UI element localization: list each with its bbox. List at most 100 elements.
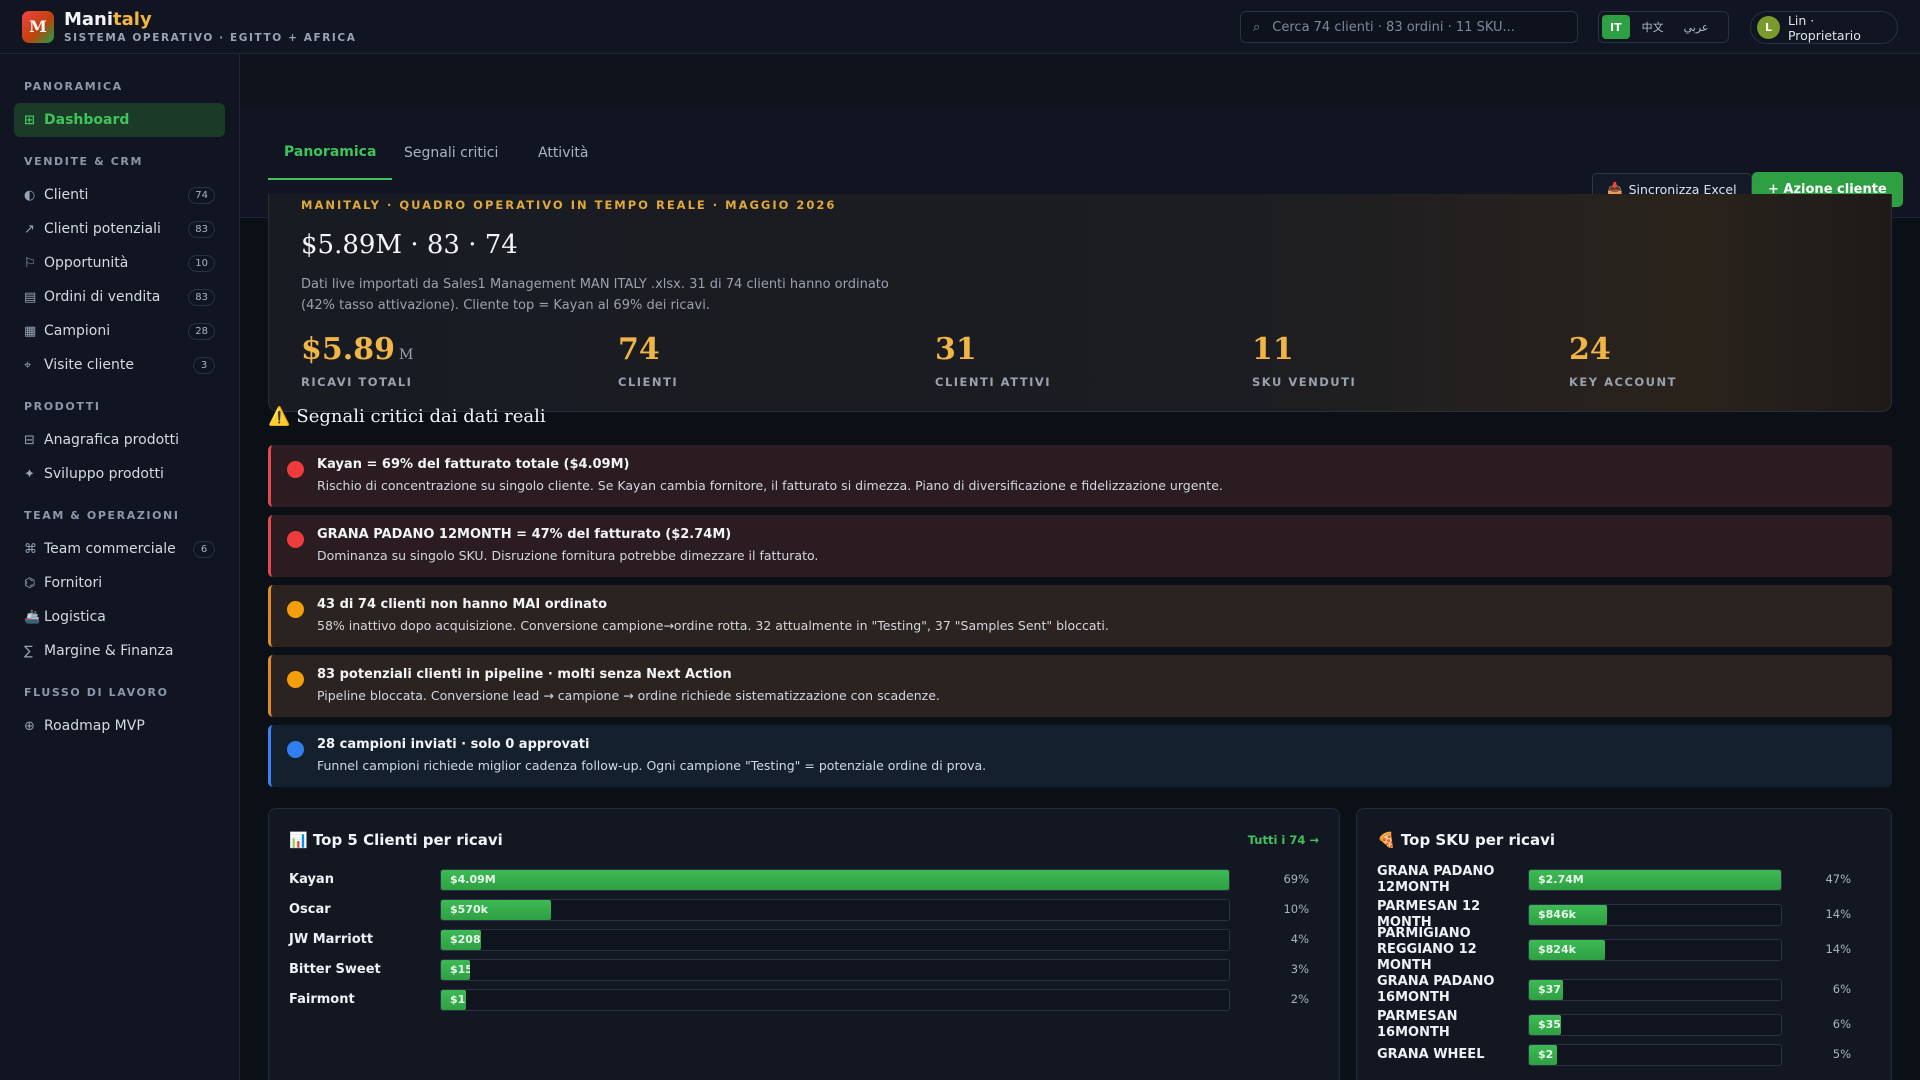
brand-name-accent: taly: [113, 8, 152, 30]
sidebar-item-label: Clienti potenziali: [44, 221, 161, 237]
bar-fill: $4.09M: [441, 870, 1229, 890]
bar-row-label: PARMESAN 16MONTH: [1377, 1009, 1458, 1040]
tab-attivit-[interactable]: Attività: [538, 145, 589, 161]
sidebar-item-anagrafica-prodotti[interactable]: ⊟ Anagrafica prodotti: [14, 423, 225, 457]
pizza-icon: 🍕: [1377, 831, 1396, 849]
sidebar-item-campioni[interactable]: ▦ Campioni 28: [14, 314, 225, 348]
kpi-card: $5.89 M RICAVI TOTALI: [301, 332, 618, 389]
sidebar-item-fornitori[interactable]: ⌬ Fornitori: [14, 566, 225, 600]
count-badge: 6: [193, 540, 215, 558]
language-option[interactable]: عربي: [1683, 20, 1709, 34]
hero-description: Dati live importati da Sales1 Management…: [301, 277, 889, 313]
sparkle-icon: ✦: [24, 466, 35, 482]
sidebar-item-label: Clienti: [44, 187, 89, 203]
count-badge: 3: [193, 356, 215, 374]
bar-fill: $15: [441, 960, 471, 980]
hero-title: $5.89M · 83 · 74: [301, 230, 518, 260]
kpi-label: RICAVI TOTALI: [301, 375, 413, 389]
all-clients-link[interactable]: Tutti i 74 →: [1247, 833, 1319, 847]
sync-excel-label: Sincronizza Excel: [1628, 181, 1737, 197]
language-option[interactable]: IT: [1602, 15, 1630, 39]
kpi-card: 74 CLIENTI: [618, 332, 935, 389]
signal-card[interactable]: 43 di 74 clienti non hanno MAI ordinato 5…: [268, 585, 1892, 647]
search-input[interactable]: ⌕ Cerca 74 clienti · 83 ordini · 11 SKU.…: [1240, 11, 1578, 43]
signal-card[interactable]: Kayan = 69% del fatturato totale ($4.09M…: [268, 445, 1892, 507]
bar-track: $2.74M: [1528, 869, 1782, 891]
signals-heading: ⚠️ Segnali critici dai dati reali: [268, 406, 546, 427]
sidebar-item-label: Campioni: [44, 323, 111, 339]
sidebar-section: PANORAMICA ⊞ Dashboard: [0, 80, 239, 137]
kpi-value: $5.89 M: [301, 332, 618, 367]
user-menu[interactable]: L Lin · Proprietario: [1750, 11, 1898, 44]
signal-description: Rischio di concentrazione su singolo cli…: [317, 478, 1223, 493]
kpi-number: 74: [618, 332, 660, 367]
sidebar-item-opportunit-[interactable]: ⚐ Opportunità 10: [14, 246, 225, 280]
sigma-icon: ∑: [24, 643, 33, 659]
signal-card[interactable]: 28 campioni inviati · solo 0 approvati Fu…: [268, 725, 1892, 787]
signal-description: Funnel campioni richiede miglior cadenza…: [317, 758, 987, 773]
sidebar-item-sviluppo-prodotti[interactable]: ✦ Sviluppo prodotti: [14, 457, 225, 491]
top-sku-panel: 🍕 Top SKU per ricavi GRANA PADANO 12MONT…: [1356, 808, 1892, 1080]
bar-percentage: 2%: [1290, 992, 1309, 1006]
logo[interactable]: M: [22, 10, 54, 43]
bar-track: $824k: [1528, 939, 1782, 961]
tab-panoramica[interactable]: Panoramica: [268, 126, 393, 180]
flag-icon: ⚐: [24, 255, 36, 271]
sidebar-item-roadmap-mvp[interactable]: ⊕ Roadmap MVP: [14, 709, 225, 743]
top-clients-title-text: Top 5 Clienti per ricavi: [312, 831, 503, 849]
sidebar-item-ordini-di-vendita[interactable]: ▤ Ordini di vendita 83: [14, 280, 225, 314]
signal-description: Pipeline bloccata. Conversione lead → ca…: [317, 688, 940, 703]
signal-card[interactable]: GRANA PADANO 12MONTH = 47% del fatturato…: [268, 515, 1892, 577]
kpi-unit: M: [398, 347, 414, 363]
ship-icon: 🚢: [24, 609, 41, 625]
kpi-card: 31 CLIENTI ATTIVI: [935, 332, 1252, 389]
status-dot-icon: [287, 461, 304, 478]
sidebar-section: TEAM & OPERAZIONI ⌘ Team commerciale 6 ⌬ Forn…: [0, 509, 239, 668]
sidebar-item-label: Margine & Finanza: [44, 643, 174, 659]
sidebar-item-visite-cliente[interactable]: ⌖ Visite cliente 3: [14, 348, 225, 382]
kpi-value: 31: [935, 332, 1252, 367]
bar-percentage: 69%: [1283, 872, 1309, 886]
grid-icon: ⊞: [24, 112, 35, 128]
sidebar-item-label: Team commerciale: [44, 541, 176, 557]
status-dot-icon: [287, 601, 304, 618]
bar-fill: $1: [441, 990, 467, 1010]
brand-subtitle: SISTEMA OPERATIVO · EGITTO + AFRICA: [64, 31, 357, 44]
language-option[interactable]: 中文: [1641, 21, 1664, 34]
sidebar-item-label: Ordini di vendita: [44, 289, 161, 305]
language-switcher: IT 中文 عربي: [1598, 11, 1729, 43]
count-badge: 74: [188, 186, 215, 204]
bar-track: $846k: [1528, 904, 1782, 926]
kpi-label: KEY ACCOUNT: [1569, 375, 1677, 389]
sidebar-item-label: Fornitori: [44, 575, 103, 591]
sidebar-item-logistica[interactable]: 🚢 Logistica: [14, 600, 225, 634]
sidebar-section: PRODOTTI ⊟ Anagrafica prodotti ✦ Sviluppo pr…: [0, 400, 239, 491]
signal-card[interactable]: 83 potenziali clienti in pipeline · molt…: [268, 655, 1892, 717]
bar-row-label: Kayan: [289, 872, 334, 887]
bar-percentage: 14%: [1825, 942, 1851, 956]
kpi-number: 11: [1252, 332, 1294, 367]
kpi-card: 24 KEY ACCOUNT: [1569, 332, 1886, 389]
samples-icon: ▦: [24, 323, 37, 339]
tab-segnali-critici[interactable]: Segnali critici: [404, 145, 499, 161]
sidebar-section-title: PRODOTTI: [24, 400, 101, 413]
sidebar-item-team-commerciale[interactable]: ⌘ Team commerciale 6: [14, 532, 225, 566]
sidebar-item-clienti[interactable]: ◐ Clienti 74: [14, 178, 225, 212]
bar-track: $4.09M: [440, 869, 1230, 891]
bar-row-label: JW Marriott: [289, 932, 374, 947]
kpi-value: 11: [1252, 332, 1569, 367]
bar-fill: $35: [1529, 1015, 1562, 1035]
sidebar-item-dashboard[interactable]: ⊞ Dashboard: [14, 103, 225, 137]
bar-percentage: 5%: [1832, 1047, 1851, 1061]
sidebar-item-margine-finanza[interactable]: ∑ Margine & Finanza: [14, 634, 225, 668]
sidebar-item-clienti-potenziali[interactable]: ↗ Clienti potenziali 83: [14, 212, 225, 246]
sidebar-item-label: Roadmap MVP: [44, 718, 145, 734]
count-badge: 83: [188, 220, 215, 238]
signal-title: Kayan = 69% del fatturato totale ($4.09M…: [317, 457, 630, 472]
signal-title: 43 di 74 clienti non hanno MAI ordinato: [317, 597, 608, 612]
count-badge: 10: [188, 254, 215, 272]
signal-title: 28 campioni inviati · solo 0 approvati: [317, 737, 590, 752]
kpi-number: 31: [935, 332, 977, 367]
sidebar-item-label: Sviluppo prodotti: [44, 466, 164, 482]
orders-icon: ▤: [24, 289, 37, 305]
